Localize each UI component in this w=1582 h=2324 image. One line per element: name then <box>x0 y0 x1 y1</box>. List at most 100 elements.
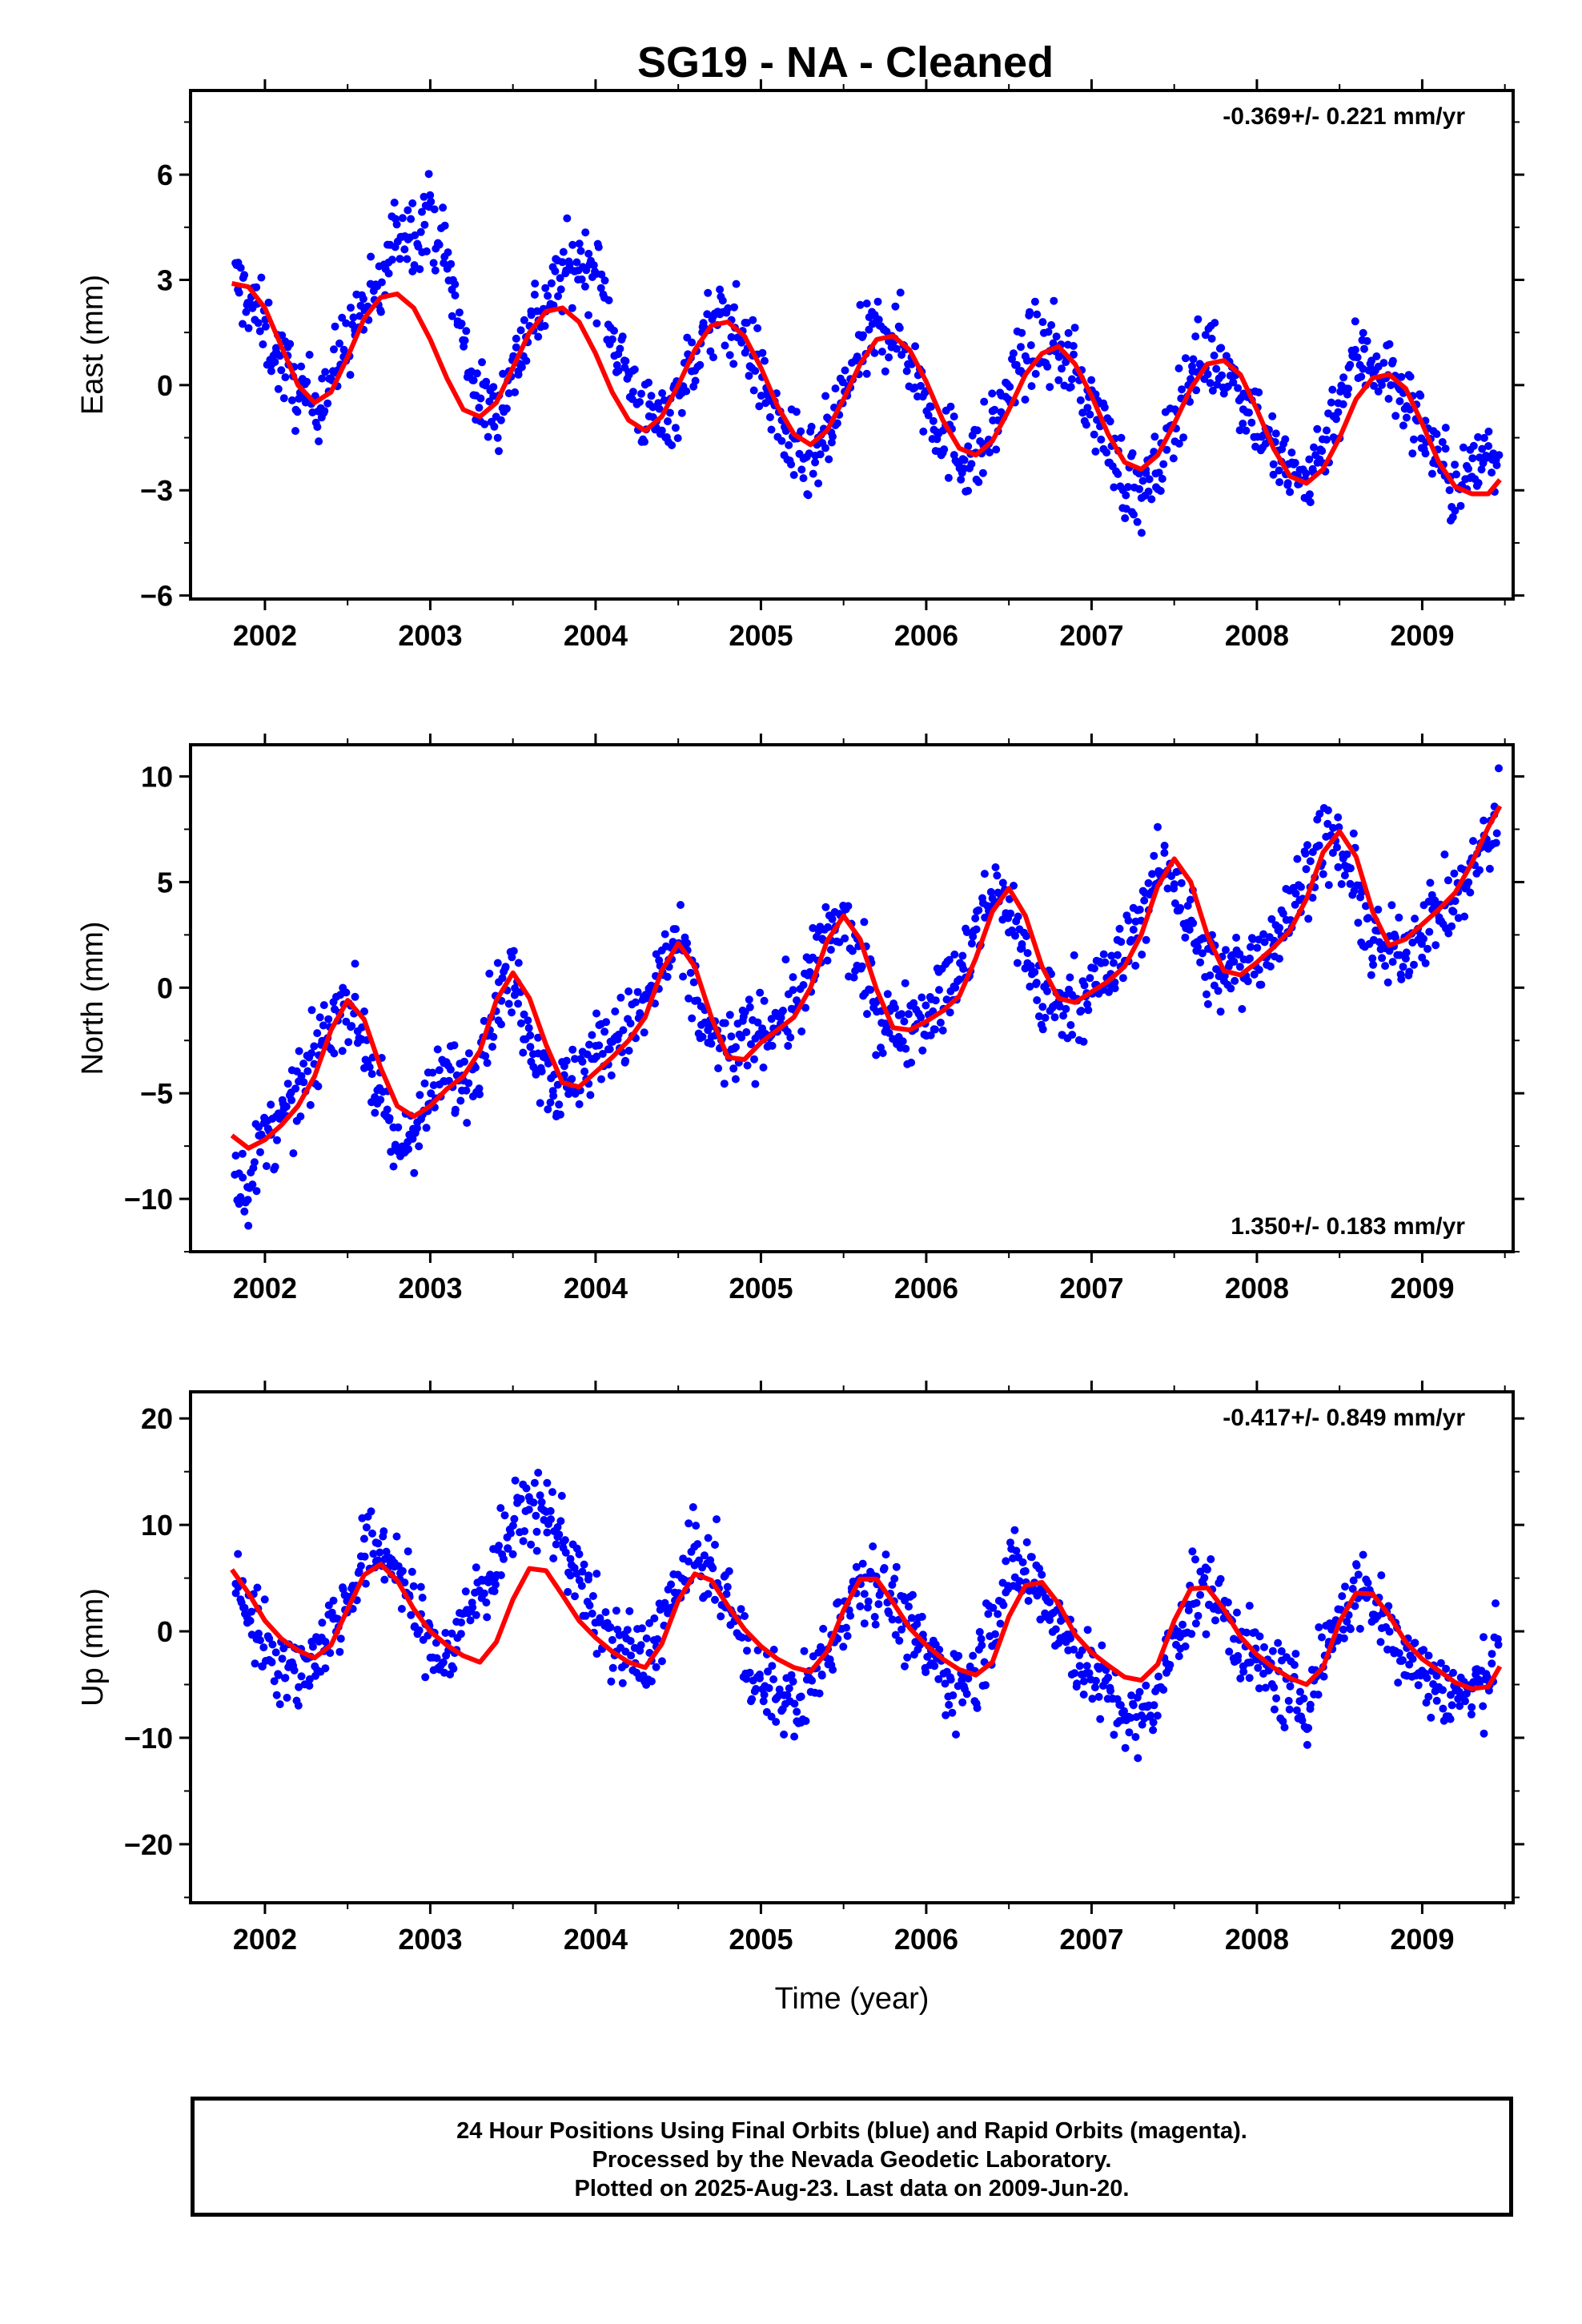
up-data-point <box>1211 1616 1219 1625</box>
north-data-point <box>938 1026 947 1035</box>
north-data-point <box>909 999 918 1007</box>
north-data-point <box>1402 948 1411 957</box>
north-data-point <box>747 1040 755 1048</box>
north-data-point <box>1135 905 1144 914</box>
up-data-point <box>532 1527 541 1536</box>
up-data-point <box>308 1642 317 1651</box>
north-data-point <box>998 879 1007 887</box>
east-x-tick-label: 2003 <box>398 619 462 652</box>
up-data-point <box>360 1552 369 1561</box>
up-data-point <box>260 1595 269 1604</box>
east-data-point <box>321 368 330 376</box>
up-data-point <box>253 1583 262 1592</box>
east-data-point <box>489 383 498 392</box>
east-data-point <box>628 388 637 396</box>
up-data-point <box>1223 1598 1232 1606</box>
up-data-point <box>1349 1576 1358 1585</box>
north-data-point <box>243 1196 252 1204</box>
north-data-point <box>1323 806 1332 814</box>
east-data-point <box>1385 340 1394 348</box>
east-data-point <box>1174 440 1183 448</box>
north-data-point <box>974 906 983 915</box>
east-data-point <box>716 285 725 294</box>
up-data-point <box>1153 1711 1162 1720</box>
north-data-point <box>1279 909 1287 918</box>
east-data-point <box>1445 486 1454 495</box>
east-data-point <box>749 316 757 324</box>
north-data-point <box>1163 884 1172 893</box>
up-data-point <box>265 1634 274 1642</box>
east-data-point <box>911 342 920 351</box>
up-data-point <box>722 1590 731 1598</box>
east-data-point <box>1142 468 1150 477</box>
east-data-point <box>398 214 407 223</box>
north-data-point <box>562 1056 571 1065</box>
up-data-point <box>907 1614 916 1622</box>
up-data-point <box>1129 1701 1138 1710</box>
up-data-point <box>1338 1592 1347 1601</box>
up-data-point <box>1207 1555 1215 1563</box>
up-data-point <box>1146 1711 1155 1720</box>
east-data-point <box>980 397 989 406</box>
east-data-point <box>1212 364 1221 373</box>
up-data-point <box>704 1534 713 1542</box>
up-data-point <box>461 1587 470 1596</box>
north-data-point <box>1154 822 1162 831</box>
east-data-point <box>1050 296 1058 305</box>
up-data-point <box>240 1603 249 1612</box>
up-data-point <box>1377 1571 1386 1580</box>
east-data-point <box>435 240 444 249</box>
east-data-point <box>1121 514 1130 523</box>
north-data-point <box>526 1043 535 1051</box>
north-data-point <box>742 1027 751 1036</box>
up-data-point <box>612 1606 620 1615</box>
east-data-point <box>1275 466 1283 475</box>
north-data-point <box>921 1001 930 1010</box>
north-data-point <box>307 1049 315 1058</box>
up-data-point <box>543 1478 552 1487</box>
east-data-point <box>544 292 552 300</box>
north-data-point <box>917 1013 926 1022</box>
north-data-point <box>553 1080 562 1089</box>
north-data-point <box>1033 996 1042 1004</box>
up-data-point <box>973 1703 982 1712</box>
east-data-point <box>1468 454 1477 463</box>
north-data-point <box>898 1037 907 1046</box>
east-data-point <box>499 369 508 378</box>
north-data-point <box>556 1110 564 1119</box>
east-data-point <box>974 478 983 486</box>
east-data-point <box>597 270 606 279</box>
east-data-point <box>1378 380 1386 389</box>
north-data-point <box>1266 962 1275 971</box>
north-data-point <box>600 1027 609 1036</box>
north-data-point <box>672 925 680 934</box>
up-data-point <box>555 1530 564 1539</box>
east-data-point <box>1066 383 1075 392</box>
north-data-point <box>1304 915 1313 923</box>
up-data-point <box>1106 1687 1114 1695</box>
up-data-point <box>737 1605 745 1614</box>
north-data-point <box>307 1006 316 1015</box>
east-data-point <box>287 396 296 404</box>
east-data-point <box>242 308 251 316</box>
east-data-point <box>781 427 790 436</box>
up-data-point <box>1088 1695 1097 1703</box>
east-data-point <box>1130 510 1138 519</box>
east-data-point <box>1268 412 1277 420</box>
east-data-point <box>1379 359 1388 368</box>
up-data-point <box>532 1546 541 1555</box>
up-data-point <box>520 1527 529 1535</box>
up-data-point <box>913 1620 921 1628</box>
north-data-point <box>1247 943 1255 951</box>
up-data-point <box>783 1691 792 1699</box>
up-data-point <box>1304 1723 1313 1732</box>
north-data-point <box>799 981 808 989</box>
north-data-point <box>1110 978 1119 987</box>
east-data-point <box>576 247 585 255</box>
east-data-point <box>616 344 624 353</box>
east-data-point <box>240 271 249 279</box>
east-data-point <box>547 279 556 287</box>
east-data-point <box>1318 447 1327 456</box>
east-data-point <box>512 343 520 352</box>
up-data-point <box>949 1691 958 1699</box>
